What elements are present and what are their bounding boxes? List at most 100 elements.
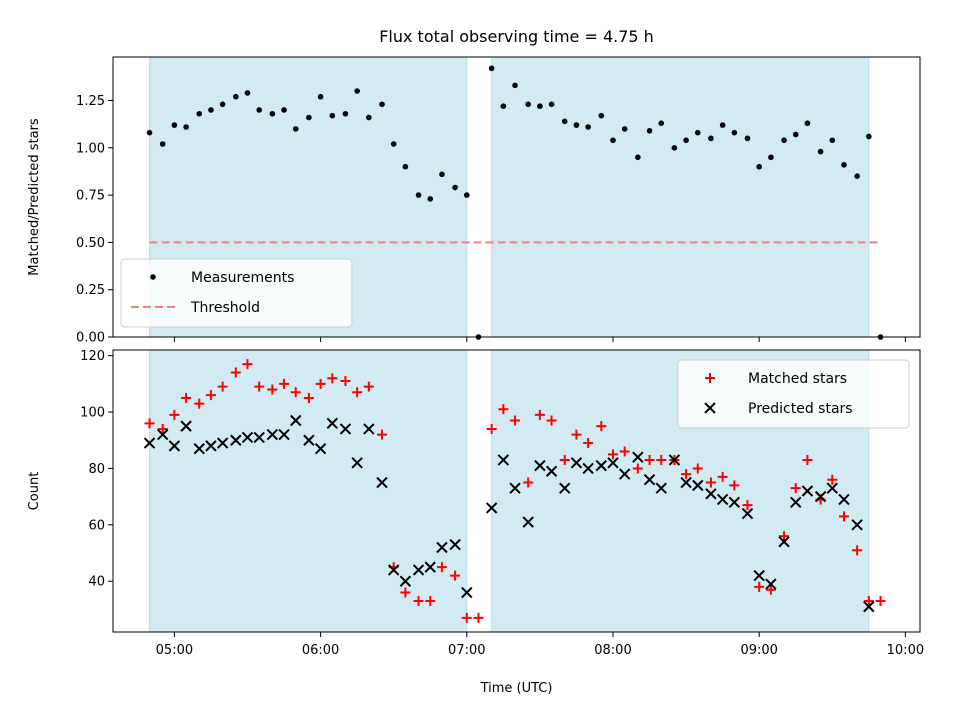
y-tick-label: 60 <box>88 518 105 533</box>
measurement-point <box>585 124 591 130</box>
matched-star-point <box>644 454 655 465</box>
measurement-point <box>561 118 568 125</box>
measurement-point <box>171 122 178 128</box>
predicted-star-point <box>412 564 425 576</box>
measurement-point <box>866 133 872 140</box>
measurement-point <box>256 107 262 113</box>
y-tick-label: 120 <box>80 349 105 364</box>
legend-dot-marker <box>150 274 156 280</box>
measurement-point <box>183 124 189 130</box>
matched-star-point <box>498 404 509 415</box>
predicted-star-point <box>851 519 863 531</box>
predicted-star-point <box>643 474 656 486</box>
measurement-point <box>817 148 824 155</box>
predicted-star-point <box>339 423 352 435</box>
measurement-point <box>196 110 203 117</box>
predicted-star-point <box>230 434 242 446</box>
matched-star-point <box>400 587 411 598</box>
predicted-star-point <box>545 465 558 477</box>
predicted-star-point <box>326 417 339 430</box>
legend-label: Predicted stars <box>748 401 853 417</box>
measurement-point <box>768 154 774 161</box>
x-tick-label: 05:00 <box>156 643 193 658</box>
predicted-star-point <box>387 564 400 576</box>
measurement-point <box>781 137 787 144</box>
matched-star-point <box>875 595 886 606</box>
measurement-point <box>537 103 543 109</box>
matched-star-point <box>619 446 630 457</box>
predicted-star-point <box>680 476 692 489</box>
matched-star-point <box>230 367 241 378</box>
predicted-star-point <box>485 502 498 514</box>
matched-star-point <box>205 390 216 401</box>
matched-star-point <box>157 423 168 434</box>
matched-star-point <box>559 454 570 465</box>
measurement-point <box>792 131 799 138</box>
measurement-point <box>708 135 714 142</box>
predicted-star-point <box>582 462 594 475</box>
predicted-star-point <box>449 538 461 551</box>
x-tick-label: 06:00 <box>302 643 339 658</box>
measurement-point <box>488 65 495 72</box>
observing-interval-shade <box>491 56 870 338</box>
predicted-star-point <box>838 493 850 506</box>
matched-star-point <box>352 387 363 398</box>
y-tick-label: 0.75 <box>76 189 105 204</box>
measurement-point <box>233 93 239 100</box>
axes-frame <box>112 349 921 633</box>
matched-star-point <box>852 545 863 556</box>
predicted-star-point <box>814 490 827 503</box>
predicted-star-point <box>180 420 192 432</box>
predicted-star-point <box>253 431 265 444</box>
measurement-point <box>146 129 153 136</box>
predicted-star-point <box>436 541 448 554</box>
measurement-point <box>635 154 641 161</box>
predicted-star-point <box>303 434 315 446</box>
measurement-point <box>219 101 226 108</box>
matched-star-point <box>546 415 557 426</box>
predicted-star-point <box>278 428 290 441</box>
measurement-point <box>598 112 605 119</box>
matched-star-point <box>681 469 692 480</box>
legend-label: Measurements <box>191 270 294 286</box>
measurement-point <box>841 162 847 168</box>
x-tick-label: 08:00 <box>594 643 631 658</box>
predicted-star-point <box>801 485 814 497</box>
predicted-star-point <box>205 440 217 452</box>
matched-star-point <box>754 581 765 592</box>
matched-star-point <box>194 398 205 409</box>
predicted-star-point <box>376 476 388 489</box>
matched-star-point <box>486 423 497 434</box>
matched-star-point <box>827 474 838 485</box>
y-tick-label: 1.25 <box>76 94 105 109</box>
measurement-point <box>548 101 555 108</box>
predicted-star-point <box>193 442 205 455</box>
matched-star-point <box>863 595 874 606</box>
y-tick-label: 0.50 <box>76 236 105 251</box>
matched-star-point <box>425 595 436 606</box>
y-tick-label: 40 <box>88 575 105 590</box>
matched-star-point <box>327 373 338 384</box>
measurement-point <box>281 107 287 113</box>
measurement-point <box>573 122 580 128</box>
predicted-star-point <box>655 482 667 494</box>
predicted-star-point <box>570 457 583 469</box>
predicted-star-point <box>618 468 631 480</box>
predicted-star-point <box>863 600 875 613</box>
measurement-point <box>329 112 336 119</box>
measurement-point <box>208 107 214 113</box>
predicted-star-point <box>716 493 729 506</box>
y-tick-label: 80 <box>88 462 105 477</box>
measurement-point <box>269 110 276 117</box>
predicted-star-point <box>266 428 279 441</box>
measurement-point <box>683 137 689 144</box>
observing-interval-shade <box>149 349 468 633</box>
legend-plus-marker <box>705 373 715 383</box>
predicted-star-point <box>595 459 608 472</box>
measurement-point <box>427 196 434 202</box>
matched-star-point <box>705 477 716 488</box>
x-tick-label: 07:00 <box>448 643 485 658</box>
predicted-star-point <box>363 423 375 435</box>
matched-star-point <box>607 449 618 460</box>
measurement-point <box>292 126 299 132</box>
